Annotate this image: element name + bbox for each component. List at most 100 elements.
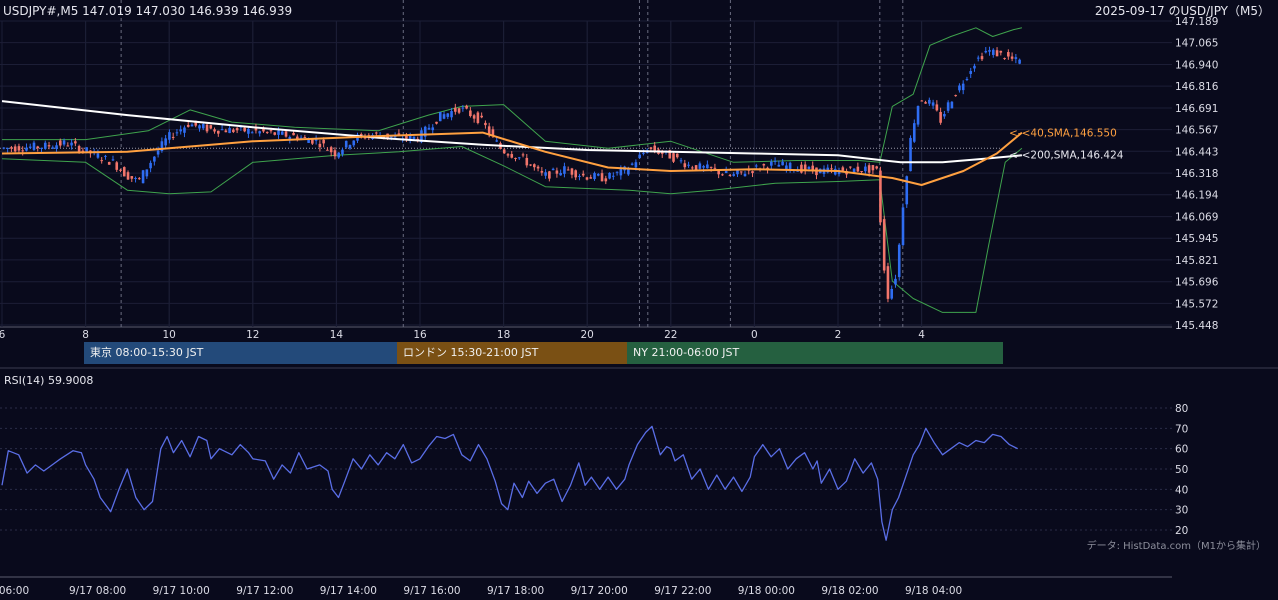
candle-body: [578, 175, 581, 177]
candle-body: [51, 147, 55, 149]
candle-body: [397, 133, 401, 136]
candle-body: [585, 177, 589, 180]
price-x-tick-label: 14: [330, 329, 344, 341]
price-x-tick-label: 20: [581, 329, 594, 341]
candle-body: [555, 170, 559, 174]
candle-body: [145, 169, 149, 177]
candle-body: [777, 164, 781, 167]
candle-body: [754, 165, 758, 167]
candle-body: [694, 165, 698, 170]
candle-body: [280, 131, 284, 135]
candle-body: [728, 175, 732, 177]
candle-body: [999, 50, 1003, 53]
candle-body: [277, 130, 280, 135]
candle-body: [329, 147, 333, 153]
price-y-tick-label: 146.069: [1175, 212, 1218, 224]
candle-body: [788, 162, 792, 169]
price-x-tick-label: 12: [246, 329, 259, 341]
candle-body: [74, 141, 77, 144]
candle-body: [593, 173, 596, 180]
candle-body: [100, 160, 103, 162]
price-x-tick-label: 16: [413, 329, 427, 341]
candle-body: [122, 167, 126, 177]
candle-body: [119, 169, 122, 171]
candle-body: [600, 173, 604, 182]
rsi-x-tick-label: 9/18 02:00: [821, 585, 878, 597]
candle-body: [890, 289, 894, 299]
rsi-y-tick-label: 80: [1175, 403, 1188, 415]
candle-body: [879, 170, 882, 223]
candle-body: [860, 171, 863, 173]
candle-body: [217, 130, 220, 134]
candle-body: [871, 165, 875, 171]
session-london-bar: ロンドン 15:30-21:00 JST: [397, 342, 627, 364]
candle-body: [672, 153, 675, 162]
rsi-y-tick-label: 20: [1175, 525, 1188, 537]
candle-body: [514, 157, 517, 159]
candle-body: [969, 71, 973, 74]
candle-body: [762, 164, 766, 166]
candle-body: [156, 150, 160, 155]
candle-body: [653, 145, 657, 152]
candle-body: [130, 176, 134, 179]
candle-body: [265, 131, 269, 133]
candle-body: [849, 166, 852, 168]
candle-body: [427, 127, 431, 130]
candle-body: [540, 171, 544, 173]
candle-body: [976, 57, 980, 59]
candle-body: [36, 146, 40, 149]
candle-body: [25, 147, 28, 151]
bollinger-upper-line: [2, 27, 1023, 163]
price-x-tick-label: 2: [835, 329, 842, 341]
candle-body: [724, 170, 728, 174]
candle-body: [1018, 59, 1021, 64]
price-y-tick-label: 146.816: [1175, 81, 1219, 93]
candle-body: [107, 162, 111, 165]
price-x-tick-label: 4: [918, 329, 925, 341]
candle-body: [337, 152, 340, 158]
candle-body: [717, 170, 720, 175]
rsi-x-tick-label: 9/17 20:00: [571, 585, 628, 597]
sma200-line: [1, 100, 1022, 164]
rsi-x-tick-label: 9/17 08:00: [69, 585, 126, 597]
candle-body: [43, 142, 47, 149]
price-y-tick-label: 146.567: [1175, 125, 1218, 137]
candle-body: [660, 151, 664, 154]
candle-body: [201, 124, 205, 129]
candle-body: [702, 166, 705, 168]
candle-body: [491, 129, 495, 136]
candle-body: [886, 266, 890, 299]
candle-body: [21, 150, 24, 152]
candle-body: [521, 154, 525, 156]
candle-body: [262, 127, 265, 132]
price-y-tick-label: 145.448: [1175, 320, 1218, 332]
candle-body: [175, 132, 179, 134]
rsi-x-tick-label: 9/17 12:00: [236, 585, 293, 597]
candle-body: [544, 172, 547, 176]
candle-body: [683, 163, 687, 168]
rsi-line: [1, 425, 1018, 541]
candle-body: [800, 164, 803, 173]
candle-body: [341, 149, 344, 155]
candle-body: [228, 127, 231, 134]
candle-body: [344, 140, 348, 148]
candle-body: [536, 166, 540, 169]
candle-body: [423, 126, 427, 137]
data-credit: データ: HistData.com（M1から集計）: [1086, 541, 1266, 552]
candle-body: [292, 132, 295, 136]
price-x-tick-label: 10: [163, 329, 176, 341]
candle-body: [13, 146, 17, 152]
candle-body: [920, 100, 924, 102]
candle-body: [698, 163, 702, 169]
price-y-tick-label: 145.572: [1175, 298, 1218, 310]
candle-body: [198, 125, 201, 129]
candle-body: [612, 175, 615, 177]
candle-body: [363, 137, 367, 139]
sma200-annotation: <-<200,SMA,146.424: [1009, 150, 1124, 162]
candle-body: [213, 129, 216, 132]
candle-body: [608, 172, 611, 179]
candle-body: [525, 157, 529, 166]
candle-body: [991, 49, 995, 55]
candle-body: [961, 83, 965, 91]
